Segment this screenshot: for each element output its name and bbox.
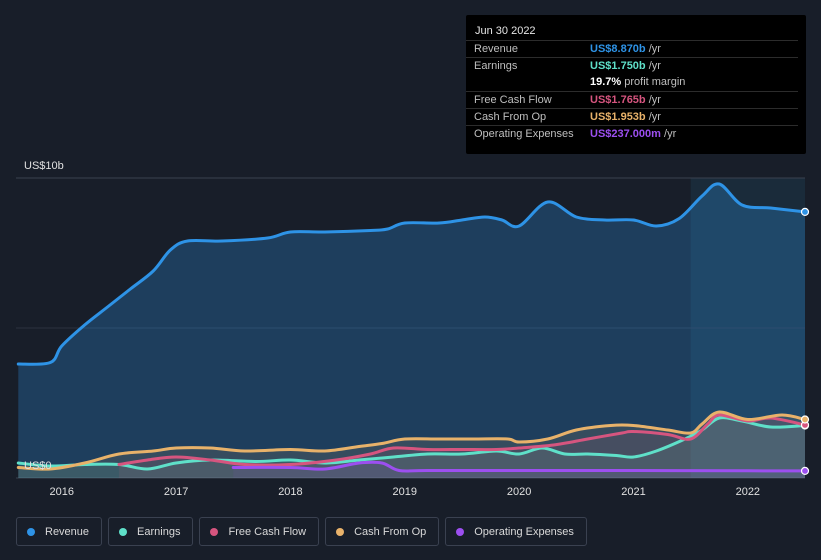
tooltip-label: Earnings: [474, 60, 518, 72]
tooltip-label: Cash From Op: [474, 111, 547, 123]
tooltip: Jun 30 2022 Revenue US$8.870b /yr Earnin…: [466, 15, 806, 154]
earnings-area: [18, 417, 805, 478]
tooltip-row-free-cash-flow: Free Cash Flow US$1.765b /yr: [466, 91, 798, 109]
tooltip-row-cash-from-op: Cash From Op US$1.953b /yr: [466, 108, 798, 126]
earnings-line: [16, 416, 807, 471]
x-tick-label: 2021: [621, 486, 645, 498]
x-tick-label: 2022: [736, 486, 760, 498]
free-cash-flow-dot-icon: [210, 527, 219, 536]
earnings-dot-icon: [119, 527, 128, 536]
legend-label: Operating Expenses: [474, 525, 574, 538]
tooltip-value: US$1.765b /yr: [590, 94, 661, 106]
y-axis-top-label: US$10b: [24, 160, 64, 172]
tooltip-label: Operating Expenses: [474, 128, 574, 140]
operating-expenses-end-point: [800, 466, 810, 475]
x-tick-label: 2019: [393, 486, 417, 498]
revenue-area: [18, 183, 805, 478]
tooltip-date: Jun 30 2022: [475, 25, 536, 37]
x-tick-label: 2020: [507, 486, 531, 498]
operating-expenses-area: [233, 462, 805, 478]
revenue-line: [16, 182, 807, 366]
revenue-dot-icon: [27, 527, 35, 536]
legend-item-free-cash-flow[interactable]: Free Cash Flow: [199, 517, 320, 546]
tooltip-row-operating-expenses: Operating Expenses US$237.000m /yr: [466, 125, 798, 143]
tooltip-row-revenue: Revenue US$8.870b /yr: [466, 40, 798, 58]
y-axis-bottom-label: US$0: [24, 460, 52, 472]
cash-from-op-line: [16, 410, 807, 471]
x-tick-label: 2018: [278, 486, 302, 498]
cash-from-op-end-point: [800, 415, 810, 424]
tooltip-value: US$1.750b /yr: [590, 60, 661, 72]
tooltip-label: Free Cash Flow: [474, 94, 552, 106]
legend-label: Free Cash Flow: [228, 525, 307, 538]
free-cash-flow-line: [117, 413, 807, 467]
legend-item-operating-expenses[interactable]: Operating Expenses: [445, 517, 587, 546]
tooltip-value: US$1.953b /yr: [590, 111, 661, 123]
revenue-end-point: [800, 207, 810, 216]
legend-label: Earnings: [137, 525, 181, 538]
tooltip-row-earnings: Earnings US$1.750b /yr: [466, 57, 798, 75]
tooltip-row-profit-margin: 19.7% profit margin: [466, 74, 798, 91]
legend: Revenue Earnings Free Cash Flow Cash Fro…: [16, 517, 587, 546]
free-cash-flow-area: [118, 414, 806, 478]
legend-item-earnings[interactable]: Earnings: [108, 517, 194, 546]
profit-margin-value: 19.7% profit margin: [590, 76, 686, 88]
operating-expenses-line: [231, 460, 807, 473]
x-tick-label: 2016: [49, 486, 73, 498]
legend-label: Cash From Op: [354, 525, 427, 538]
tooltip-label: Revenue: [474, 43, 519, 55]
cash-from-op-dot-icon: [336, 527, 345, 536]
x-tick-label: 2017: [164, 486, 188, 498]
legend-item-cash-from-op[interactable]: Cash From Op: [325, 517, 440, 546]
legend-item-revenue[interactable]: Revenue: [16, 517, 103, 546]
operating-expenses-dot-icon: [456, 527, 465, 536]
tooltip-value: US$8.870b /yr: [590, 43, 661, 55]
legend-label: Revenue: [45, 525, 90, 538]
tooltip-value: US$237.000m /yr: [590, 128, 677, 140]
